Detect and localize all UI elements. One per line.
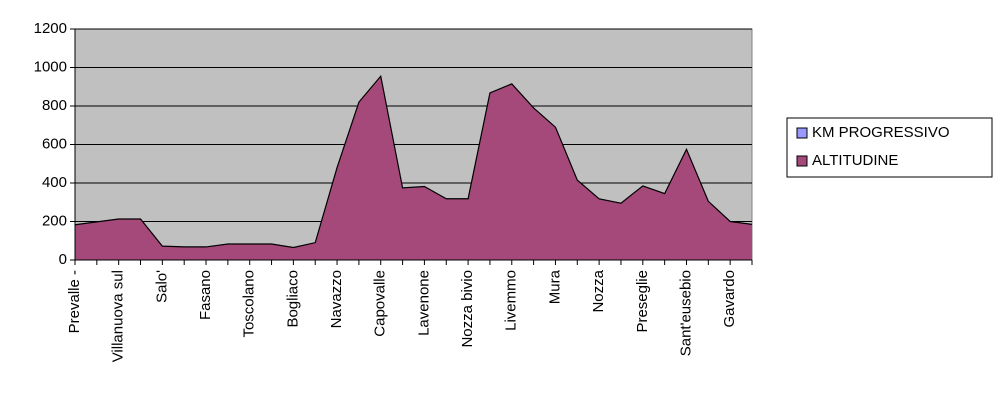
x-tick-label: Gavardo: [721, 270, 738, 328]
legend-label: KM PROGRESSIVO: [812, 124, 950, 141]
y-tick-label: 800: [42, 97, 67, 114]
x-tick-label: Nozza bivio: [459, 270, 476, 348]
x-tick-label: Nozza: [590, 269, 607, 312]
x-tick-label: Bogliaco: [284, 270, 301, 328]
x-tick-label: Capovalle: [372, 270, 389, 337]
x-tick-label: Salo': [153, 270, 170, 303]
x-tick-label: Toscolano: [241, 270, 258, 338]
legend-swatch: [796, 127, 808, 139]
legend-label: ALTITUDINE: [812, 152, 898, 169]
x-tick-label: Preseglie: [634, 270, 651, 333]
y-tick-label: 1000: [34, 58, 67, 75]
x-tick-label: Villanuova sul: [110, 270, 127, 362]
x-tick-label: Prevalle -: [66, 270, 83, 333]
x-tick-label: Navazzo: [328, 270, 345, 328]
x-tick-label: Livemmo: [503, 270, 520, 331]
x-tick-label: Mura: [546, 269, 563, 304]
y-tick-label: 600: [42, 135, 67, 152]
area-outline: [74, 74, 753, 249]
area: [75, 76, 752, 260]
y-tick-label: 200: [42, 212, 67, 229]
x-tick-label: Sant'eusebio: [677, 270, 694, 356]
legend-swatch: [796, 155, 808, 167]
y-tick-label: 0: [59, 251, 67, 268]
y-tick-label: 400: [42, 174, 67, 191]
legend-box: [786, 117, 993, 178]
x-tick-label: Lavenone: [415, 270, 432, 336]
y-tick-label: 1200: [34, 20, 67, 37]
x-tick-label: Fasano: [197, 270, 214, 320]
